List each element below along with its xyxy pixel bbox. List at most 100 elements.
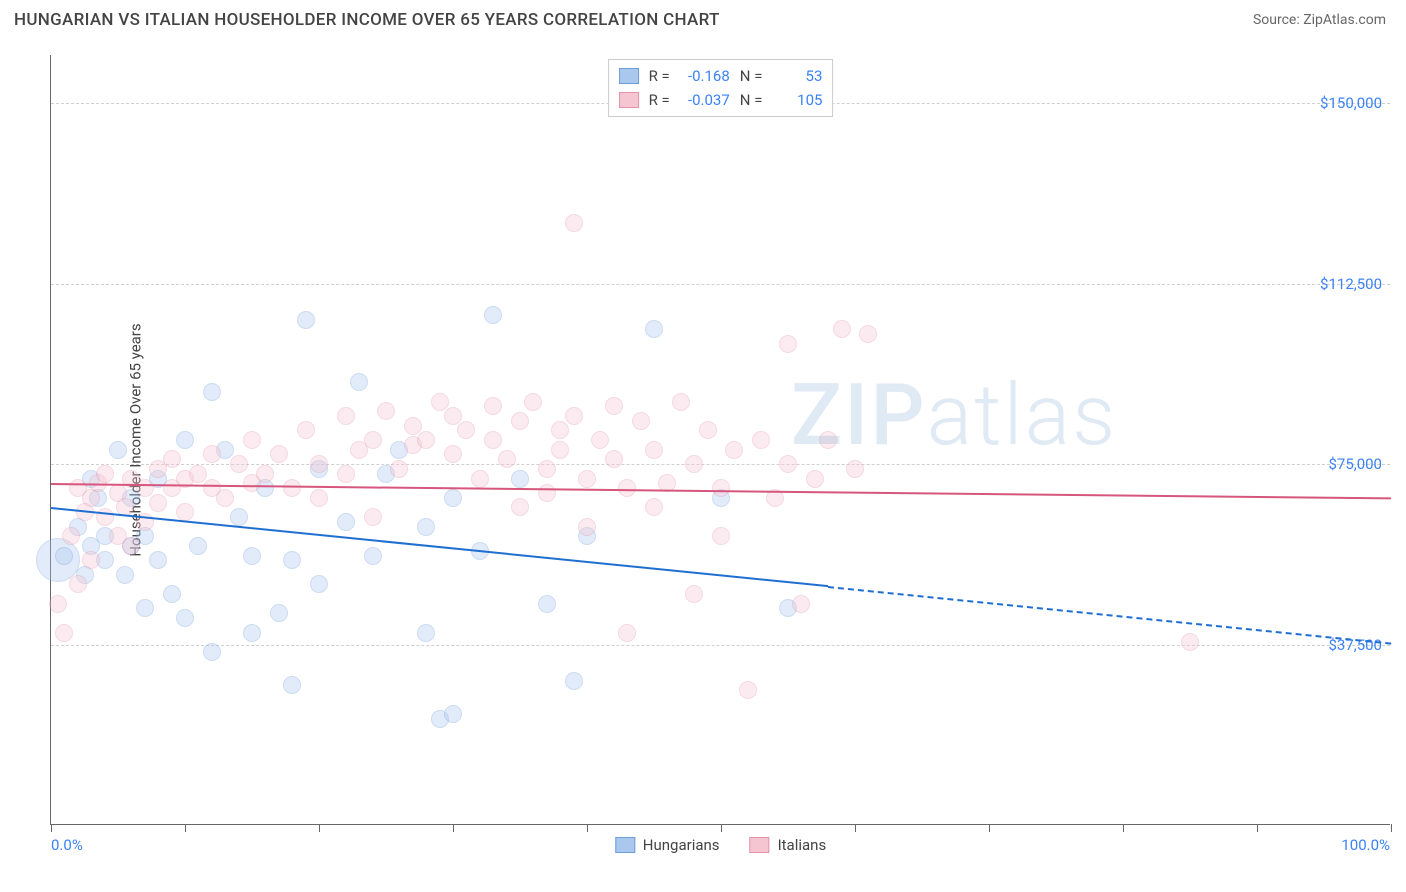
data-point — [417, 431, 435, 449]
data-point — [565, 407, 583, 425]
data-point — [283, 479, 301, 497]
data-point — [163, 585, 181, 603]
scatter-plot-area: Householder Income Over 65 years ZIPatla… — [50, 55, 1390, 825]
data-point — [69, 575, 87, 593]
data-point — [712, 479, 730, 497]
data-point — [565, 672, 583, 690]
data-point — [149, 494, 167, 512]
x-tick — [51, 824, 52, 832]
legend-swatch — [619, 68, 639, 84]
data-point — [578, 470, 596, 488]
data-point — [538, 484, 556, 502]
data-point — [270, 604, 288, 622]
data-point — [230, 508, 248, 526]
data-point — [310, 575, 328, 593]
data-point — [203, 643, 221, 661]
data-point — [283, 676, 301, 694]
data-point — [618, 479, 636, 497]
data-point — [364, 431, 382, 449]
legend-label: Italians — [778, 836, 827, 854]
data-point — [618, 624, 636, 642]
data-point — [511, 470, 529, 488]
data-point — [792, 595, 810, 613]
source-name: ZipAtlas.com — [1303, 12, 1386, 28]
trend-line-dashed — [828, 586, 1391, 645]
data-point — [833, 320, 851, 338]
data-point — [96, 508, 114, 526]
watermark-light: atlas — [927, 365, 1118, 465]
trend-line — [51, 507, 828, 587]
data-point — [605, 450, 623, 468]
data-point — [511, 498, 529, 516]
data-point — [404, 417, 422, 435]
gridline — [51, 284, 1390, 285]
data-point — [163, 450, 181, 468]
data-point — [109, 441, 127, 459]
data-point — [390, 460, 408, 478]
data-point — [176, 503, 194, 521]
data-point — [297, 311, 315, 329]
data-point — [310, 489, 328, 507]
data-point — [176, 431, 194, 449]
data-point — [350, 373, 368, 391]
data-point — [337, 465, 355, 483]
data-point — [752, 431, 770, 449]
data-point — [484, 431, 502, 449]
data-point — [565, 214, 583, 232]
data-point — [511, 412, 529, 430]
n-value: 53 — [772, 64, 822, 88]
legend-label: Hungarians — [643, 836, 720, 854]
data-point — [337, 407, 355, 425]
data-point — [136, 479, 154, 497]
data-point — [82, 551, 100, 569]
x-tick — [1123, 824, 1124, 832]
data-point — [297, 421, 315, 439]
data-point — [377, 402, 395, 420]
r-label: R = — [649, 64, 670, 88]
data-point — [685, 585, 703, 603]
y-tick-label: $150,000 — [1320, 94, 1382, 112]
data-point — [1181, 633, 1199, 651]
data-point — [444, 705, 462, 723]
x-tick — [1257, 824, 1258, 832]
x-tick — [855, 824, 856, 832]
n-label: N = — [740, 64, 763, 88]
y-tick-label: $112,500 — [1320, 275, 1382, 293]
legend-swatch — [615, 837, 635, 853]
data-point — [551, 421, 569, 439]
source-label: Source: — [1253, 12, 1300, 28]
x-tick — [721, 824, 722, 832]
data-point — [645, 498, 663, 516]
data-point — [176, 609, 194, 627]
data-point — [846, 460, 864, 478]
data-point — [431, 393, 449, 411]
data-point — [270, 445, 288, 463]
data-point — [243, 431, 261, 449]
data-point — [578, 518, 596, 536]
data-point — [149, 551, 167, 569]
data-point — [645, 441, 663, 459]
data-point — [116, 566, 134, 584]
data-point — [779, 335, 797, 353]
data-point — [49, 595, 67, 613]
data-point — [417, 624, 435, 642]
gridline — [51, 464, 1390, 465]
data-point — [498, 450, 516, 468]
n-label: N = — [740, 88, 763, 112]
legend-row: R =-0.168N =53 — [619, 64, 823, 88]
watermark: ZIPatlas — [791, 365, 1117, 465]
data-point — [283, 551, 301, 569]
data-point — [216, 489, 234, 507]
r-label: R = — [649, 88, 670, 112]
data-point — [136, 599, 154, 617]
data-point — [712, 527, 730, 545]
data-point — [471, 470, 489, 488]
data-point — [819, 431, 837, 449]
r-value: -0.037 — [680, 88, 730, 112]
x-tick — [319, 824, 320, 832]
legend-row: R =-0.037N =105 — [619, 88, 823, 112]
data-point — [725, 441, 743, 459]
data-point — [310, 455, 328, 473]
data-point — [444, 489, 462, 507]
data-point — [364, 547, 382, 565]
